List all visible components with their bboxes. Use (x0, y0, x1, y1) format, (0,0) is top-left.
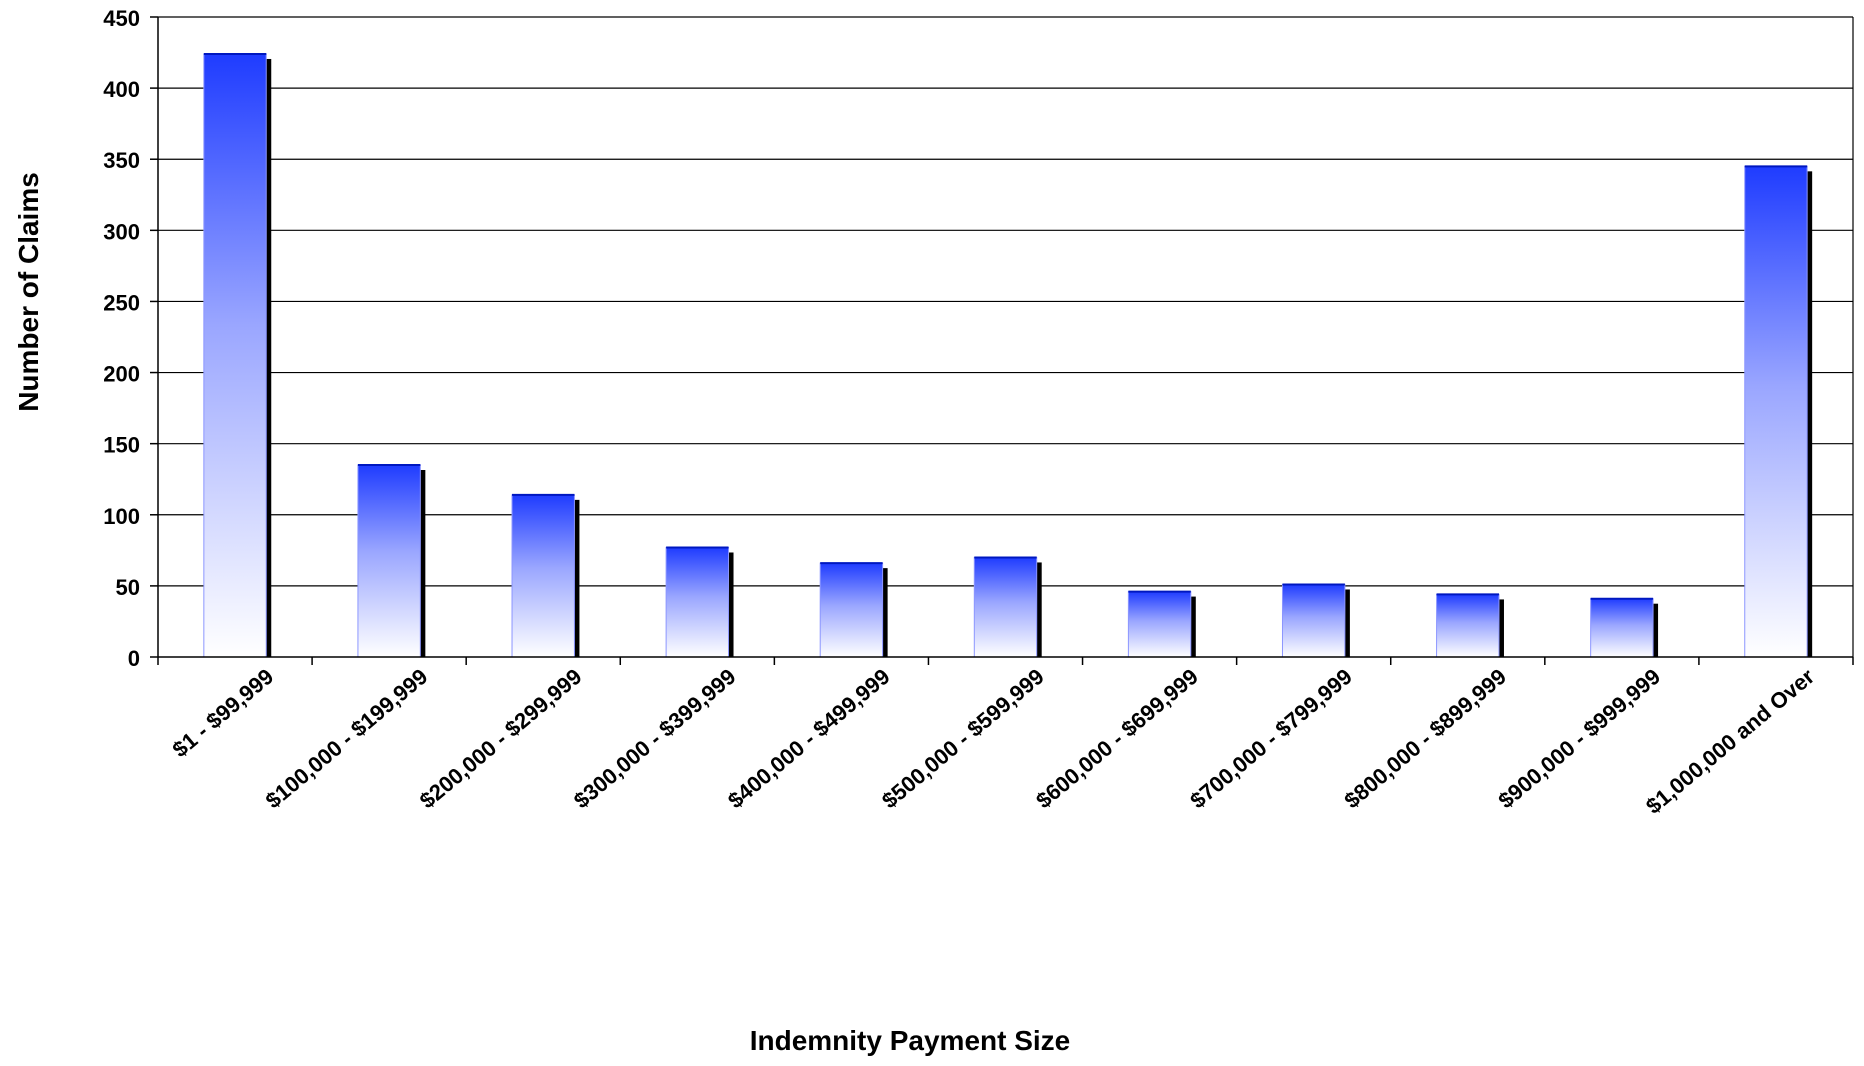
x-tick-label: $500,000 - $599,999 (877, 664, 1049, 814)
bar (1744, 165, 1808, 658)
x-tick-labels: $1 - $99,999$100,000 - $199,999$200,000 … (168, 663, 1820, 818)
x-tick-label: $900,000 - $999,999 (1493, 664, 1665, 814)
y-tick-labels: 0 50 100 150 200 250 300 350 400 450 (103, 6, 140, 671)
gridlines (150, 16, 1853, 658)
y-tick-label: 0 (128, 646, 140, 671)
x-tick-label: $600,000 - $699,999 (1031, 664, 1203, 814)
y-axis-title: Number of Claims (13, 172, 44, 412)
bar (973, 556, 1038, 658)
y-tick-label: 350 (103, 148, 140, 173)
x-tick-label: $1,000,000 and Over (1641, 663, 1819, 818)
bar (511, 494, 575, 658)
axes (157, 17, 1854, 665)
x-tick-label: $800,000 - $899,999 (1339, 664, 1511, 814)
bars (203, 52, 1813, 658)
bar (819, 562, 884, 658)
bar (1281, 583, 1346, 658)
y-tick-label: 400 (103, 77, 140, 102)
y-tick-label: 150 (103, 433, 140, 458)
x-axis-title: Indemnity Payment Size (750, 1025, 1071, 1056)
y-tick-label: 250 (103, 290, 140, 315)
bar (665, 546, 730, 658)
bar (357, 464, 421, 658)
y-tick-label: 100 (103, 504, 140, 529)
y-tick-label: 300 (103, 219, 140, 244)
x-tick-label: $300,000 - $399,999 (569, 664, 741, 814)
bar (1436, 593, 1500, 658)
bar (203, 53, 267, 658)
x-tick-label: $200,000 - $299,999 (415, 664, 587, 814)
x-tick-label: $400,000 - $499,999 (723, 664, 895, 814)
y-tick-label: 200 (103, 362, 140, 387)
y-tick-label: 50 (116, 575, 140, 600)
bar (1127, 591, 1192, 658)
y-tick-label: 450 (103, 6, 140, 31)
bar (1590, 598, 1654, 658)
x-tick-label: $1 - $99,999 (168, 664, 279, 763)
x-tick-label: $100,000 - $199,999 (261, 664, 433, 814)
x-tick-label: $700,000 - $799,999 (1185, 664, 1357, 814)
